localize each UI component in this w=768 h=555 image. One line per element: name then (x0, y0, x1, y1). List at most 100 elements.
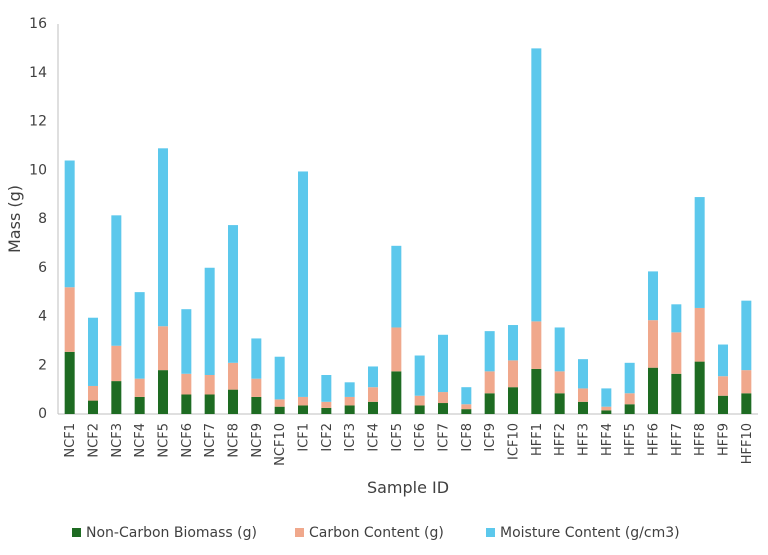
bar-segment-moisture-content-g-cm3-ncf3 (111, 215, 122, 346)
bar-segment-non-carbon-biomass-g-hff10 (741, 393, 752, 414)
bar-segment-non-carbon-biomass-g-icf3 (344, 405, 355, 414)
bar-segment-moisture-content-g-cm3-ncf7 (204, 267, 215, 375)
x-tick-label: ICF1 (297, 423, 312, 452)
x-tick-label: HFF2 (553, 423, 568, 456)
x-tick-label: NCF4 (133, 423, 148, 458)
bar-segment-moisture-content-g-cm3-hff3 (578, 359, 588, 389)
bar-segment-carbon-content-g-icf4 (368, 387, 378, 402)
y-axis-title: Mass (g) (5, 185, 24, 253)
bar-segment-carbon-content-g-ncf9 (251, 378, 262, 397)
bar-segment-non-carbon-biomass-g-ncf6 (181, 394, 192, 414)
bar-segment-carbon-content-g-icf8 (461, 404, 472, 410)
bar-segment-moisture-content-g-cm3-icf6 (414, 355, 425, 396)
bar-segment-non-carbon-biomass-g-hff1 (531, 368, 542, 414)
bar-segment-carbon-content-g-ncf5 (158, 326, 168, 371)
x-tick-label: ICF9 (483, 423, 498, 452)
y-tick-label: 10 (29, 162, 47, 178)
bar-segment-moisture-content-g-cm3-ncf4 (134, 292, 145, 379)
bar-segment-non-carbon-biomass-g-ncf5 (158, 370, 168, 415)
bar-segment-moisture-content-g-cm3-hff4 (601, 388, 612, 407)
bar-segment-moisture-content-g-cm3-icf3 (344, 382, 355, 397)
x-tick-labels: NCF1 NCF2 NCF3 NCF4 NCF5 NCF6 NCF7 NCF8 NCF9 NCF1… (63, 423, 755, 466)
x-tick-label: NCF3 (110, 423, 125, 458)
x-tick-label: HFF8 (693, 423, 708, 456)
bar-segment-non-carbon-biomass-g-ncf7 (204, 394, 215, 414)
bar-segment-non-carbon-biomass-g-icf10 (508, 387, 518, 414)
x-tick-label: HFF3 (577, 423, 592, 456)
x-tick-label: NCF10 (273, 423, 288, 466)
bar-segment-carbon-content-g-icf9 (484, 371, 495, 394)
bar-segment-non-carbon-biomass-g-icf9 (484, 393, 495, 414)
bar-segment-carbon-content-g-ncf4 (134, 378, 145, 397)
bar-segment-carbon-content-g-hff3 (578, 388, 588, 402)
bar-segment-carbon-content-g-ncf1 (64, 287, 75, 352)
bar-segment-moisture-content-g-cm3-hff6 (648, 271, 658, 321)
y-tick-label: 6 (38, 260, 47, 276)
bar-segment-non-carbon-biomass-g-icf1 (298, 405, 308, 414)
bar-segment-carbon-content-g-ncf10 (274, 399, 285, 407)
bar-segment-moisture-content-g-cm3-ncf1 (64, 160, 75, 288)
bar-segment-non-carbon-biomass-g-icf2 (321, 407, 332, 414)
x-tick-label: NCF2 (87, 423, 102, 458)
x-tick-label: ICF8 (460, 423, 475, 452)
bar-segment-carbon-content-g-icf10 (508, 360, 518, 388)
x-tick-label: HFF1 (530, 423, 545, 456)
bar-segment-non-carbon-biomass-g-hff5 (624, 404, 635, 414)
bar-segment-carbon-content-g-ncf6 (181, 373, 192, 395)
bar-segment-non-carbon-biomass-g-ncf10 (274, 406, 285, 414)
x-tick-label: NCF1 (63, 423, 78, 458)
bar-segment-moisture-content-g-cm3-hff5 (624, 362, 635, 394)
legend-swatch (295, 528, 304, 537)
bar-segment-carbon-content-g-hff4 (601, 406, 612, 411)
bar-segment-moisture-content-g-cm3-ncf8 (228, 225, 238, 363)
y-tick-label: 8 (38, 211, 47, 227)
bar-segment-non-carbon-biomass-g-hff3 (578, 401, 588, 414)
bar-segment-moisture-content-g-cm3-ncf9 (251, 338, 262, 379)
bar-segment-carbon-content-g-ncf3 (111, 345, 122, 382)
bar-segment-moisture-content-g-cm3-ncf2 (88, 317, 98, 386)
bar-segment-non-carbon-biomass-g-icf5 (391, 371, 402, 414)
bar-segment-moisture-content-g-cm3-hff10 (741, 300, 752, 371)
legend-label: Non-Carbon Biomass (g) (86, 525, 257, 541)
bar-segment-carbon-content-g-hff5 (624, 393, 635, 405)
x-tick-label: ICF2 (320, 423, 335, 452)
bar-segment-moisture-content-g-cm3-ncf10 (274, 356, 285, 400)
bar-segment-non-carbon-biomass-g-hff2 (554, 393, 565, 414)
y-tick-labels: 0 2 4 6 8 10 12 14 16 (29, 16, 47, 422)
bar-segment-moisture-content-g-cm3-hff2 (554, 327, 565, 372)
x-tick-label: NCF9 (250, 423, 265, 458)
bar-segment-moisture-content-g-cm3-icf8 (461, 387, 472, 405)
x-tick-label: NCF5 (157, 423, 172, 458)
x-tick-label: HFF6 (647, 423, 662, 456)
bar-segment-non-carbon-biomass-g-ncf9 (251, 396, 262, 414)
bar-segment-carbon-content-g-icf6 (414, 395, 425, 406)
x-tick-label: HFF9 (717, 423, 732, 456)
y-tick-label: 14 (29, 65, 47, 81)
legend: Non-Carbon Biomass (g) Carbon Content (g)… (72, 525, 680, 541)
y-tick-label: 12 (29, 114, 47, 130)
y-tick-label: 0 (38, 406, 47, 422)
bar-segment-non-carbon-biomass-g-icf8 (461, 409, 472, 415)
bar-segment-carbon-content-g-hff7 (671, 332, 682, 374)
bar-segment-carbon-content-g-ncf2 (88, 385, 98, 401)
bar-segment-non-carbon-biomass-g-ncf4 (134, 396, 145, 414)
legend-swatch (72, 528, 81, 537)
x-tick-label: ICF7 (437, 423, 452, 452)
bar-segment-moisture-content-g-cm3-icf7 (438, 334, 448, 393)
x-tick-label: NCF8 (227, 423, 242, 458)
x-tick-label: ICF5 (390, 423, 405, 452)
bar-segment-carbon-content-g-ncf8 (228, 362, 238, 390)
bar-segment-moisture-content-g-cm3-icf9 (484, 331, 495, 372)
legend-swatch (486, 528, 495, 537)
bar-segment-moisture-content-g-cm3-icf4 (368, 366, 378, 388)
bar-segment-carbon-content-g-hff10 (741, 370, 752, 394)
bar-segment-non-carbon-biomass-g-hff7 (671, 373, 682, 414)
bar-segment-non-carbon-biomass-g-hff6 (648, 367, 658, 414)
bar-segment-non-carbon-biomass-g-icf4 (368, 401, 378, 414)
y-tick-label: 2 (38, 357, 47, 373)
bar-segment-carbon-content-g-hff8 (694, 307, 705, 362)
bar-segment-moisture-content-g-cm3-ncf5 (158, 148, 168, 327)
y-tick-label: 4 (38, 309, 47, 325)
bar-segment-carbon-content-g-icf7 (438, 392, 448, 404)
